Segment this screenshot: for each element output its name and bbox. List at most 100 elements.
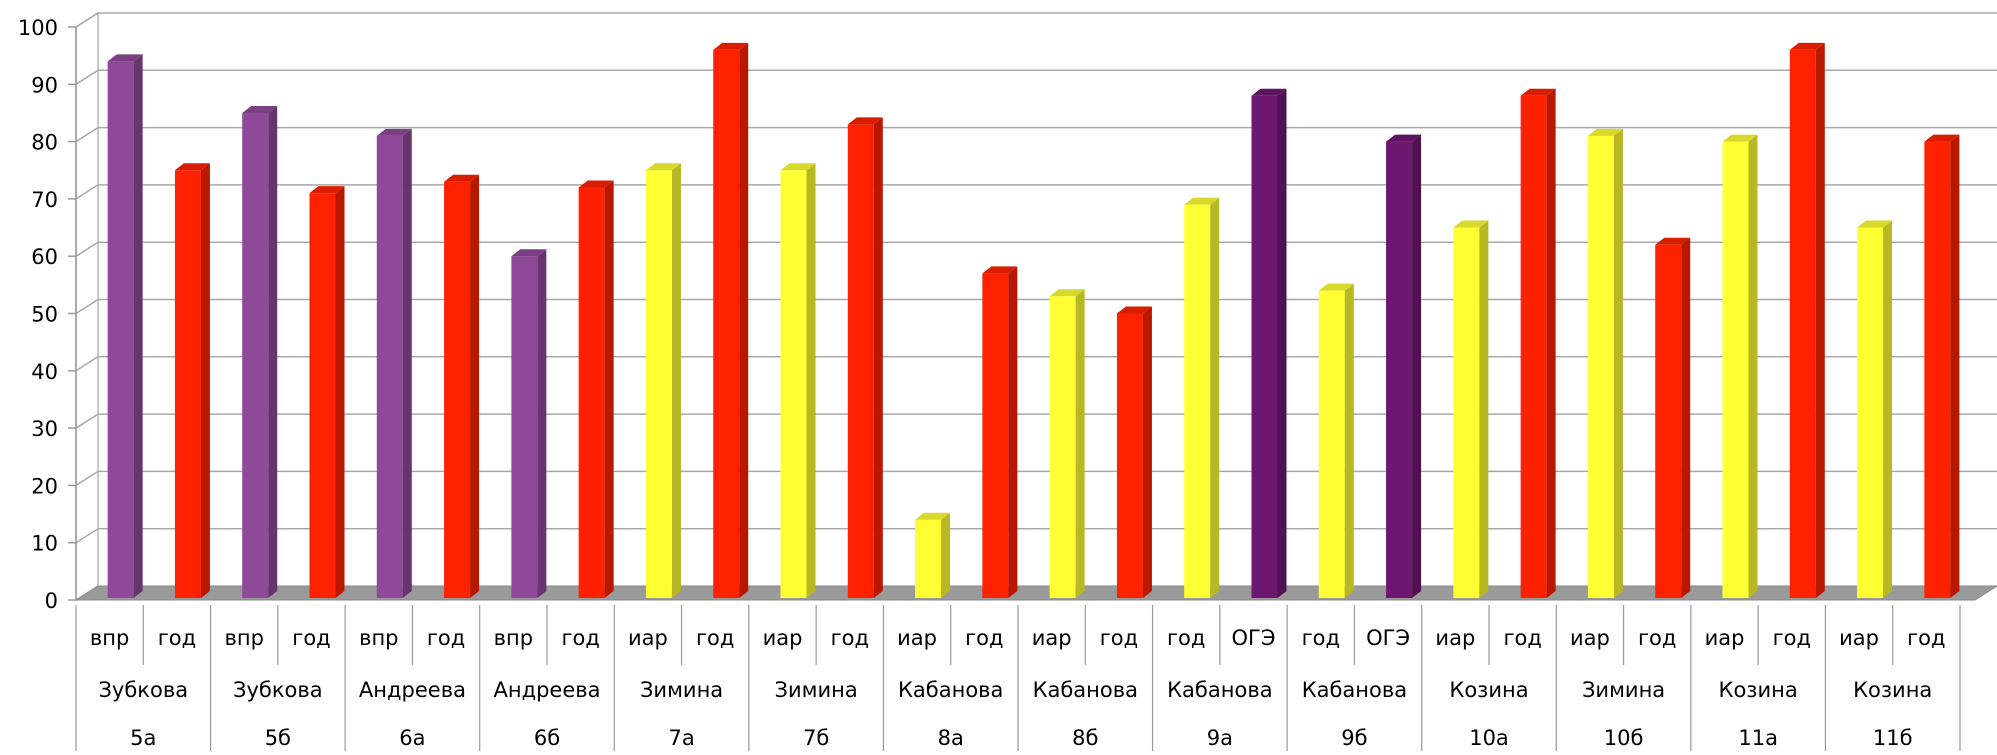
teacher-label: Зубкова (233, 678, 323, 702)
category-label: год (427, 626, 465, 650)
teacher-label: Зимина (640, 678, 723, 702)
category-label: впр (90, 626, 129, 650)
teacher-label: Андреева (493, 678, 600, 702)
category-label: год (292, 626, 330, 650)
y-tick-label: 20 (31, 474, 58, 498)
class-label: 10б (1604, 726, 1644, 750)
teacher-label: Кабанова (1167, 678, 1272, 702)
teacher-label: Зимина (775, 678, 858, 702)
bar (1587, 135, 1614, 598)
category-label: год (1503, 626, 1541, 650)
category-label: год (1773, 626, 1811, 650)
category-label: иар (1032, 626, 1072, 650)
bar (1857, 227, 1884, 599)
bar (982, 273, 1009, 598)
class-label: 6а (399, 726, 425, 750)
bar-side (604, 180, 614, 598)
bar-top (982, 266, 1018, 274)
y-tick-label: 50 (31, 303, 58, 327)
class-label: 11б (1873, 726, 1913, 750)
category-label: иар (1570, 626, 1610, 650)
y-tick-label: 40 (31, 360, 58, 384)
class-label: 10а (1469, 726, 1509, 750)
category-label: ОГЭ (1232, 626, 1276, 650)
bar-top (1049, 289, 1085, 297)
category-label: иар (1705, 626, 1745, 650)
teacher-label: Зимина (1582, 678, 1665, 702)
gridline-slant (75, 413, 99, 429)
bar-top (1318, 283, 1354, 291)
gridline-slant (75, 12, 99, 28)
category-label: иар (1839, 626, 1879, 650)
bar (1049, 296, 1076, 598)
category-label: иар (628, 626, 668, 650)
bar (511, 256, 538, 598)
bar (713, 49, 740, 599)
bar-top (1520, 88, 1556, 96)
category-label: год (1167, 626, 1205, 650)
gridline-slant (75, 356, 99, 372)
bar-top (1722, 134, 1758, 142)
bar (780, 170, 807, 598)
bar-top (511, 249, 547, 257)
category-label: иар (897, 626, 937, 650)
category-label: год (965, 626, 1003, 650)
bar (1789, 49, 1816, 599)
gridline-slant (75, 298, 99, 315)
bar (578, 187, 605, 598)
bar-top (713, 42, 749, 50)
bar (1520, 95, 1547, 598)
teacher-label: Андреева (359, 678, 466, 702)
bar-side (537, 249, 547, 598)
teacher-label: Кабанова (1302, 678, 1407, 702)
bar (174, 170, 201, 598)
teacher-label: Зубкова (98, 678, 188, 702)
bar-top (1924, 134, 1960, 142)
bar-side (1613, 128, 1623, 598)
bar (1184, 204, 1211, 598)
bar-side (1883, 220, 1893, 599)
bar-top (645, 163, 681, 171)
bar-top (1789, 42, 1825, 50)
class-label: 7а (668, 726, 694, 750)
category-label: год (158, 626, 196, 650)
bar-top (847, 117, 883, 125)
gridline-slant (75, 69, 99, 85)
bar (309, 193, 336, 599)
class-label: 8а (938, 726, 964, 750)
category-label: иар (1435, 626, 1475, 650)
category-label: год (831, 626, 869, 650)
bar (376, 135, 403, 598)
bar (1924, 141, 1951, 598)
bar-top (309, 186, 345, 194)
bar-side (1008, 266, 1018, 598)
bar-side (1142, 306, 1152, 598)
category-label: год (1907, 626, 1945, 650)
bar (444, 181, 471, 598)
class-label: 8б (1072, 726, 1098, 750)
bar-side (1748, 134, 1758, 598)
bar-side (268, 105, 278, 598)
gridline-slant (75, 126, 99, 143)
gridline-slant (75, 528, 99, 544)
bar-side (1412, 134, 1422, 598)
bar-top (1116, 306, 1152, 314)
bar-side (200, 163, 210, 598)
bar (242, 112, 269, 598)
y-tick-label: 30 (31, 417, 58, 441)
class-label: 9а (1207, 726, 1233, 750)
category-label: впр (224, 626, 263, 650)
bar-side (671, 163, 681, 598)
gridline-slant (75, 184, 99, 200)
teacher-label: Кабанова (1033, 678, 1138, 702)
bar (1386, 141, 1413, 598)
bar-top (1587, 128, 1623, 136)
bar (645, 170, 672, 598)
bar-side (1681, 237, 1691, 599)
teacher-label: Кабанова (898, 678, 1003, 702)
bar (1318, 290, 1345, 598)
y-tick-label: 0 (45, 589, 58, 613)
y-tick-label: 100 (18, 16, 58, 40)
bar (1655, 244, 1682, 599)
